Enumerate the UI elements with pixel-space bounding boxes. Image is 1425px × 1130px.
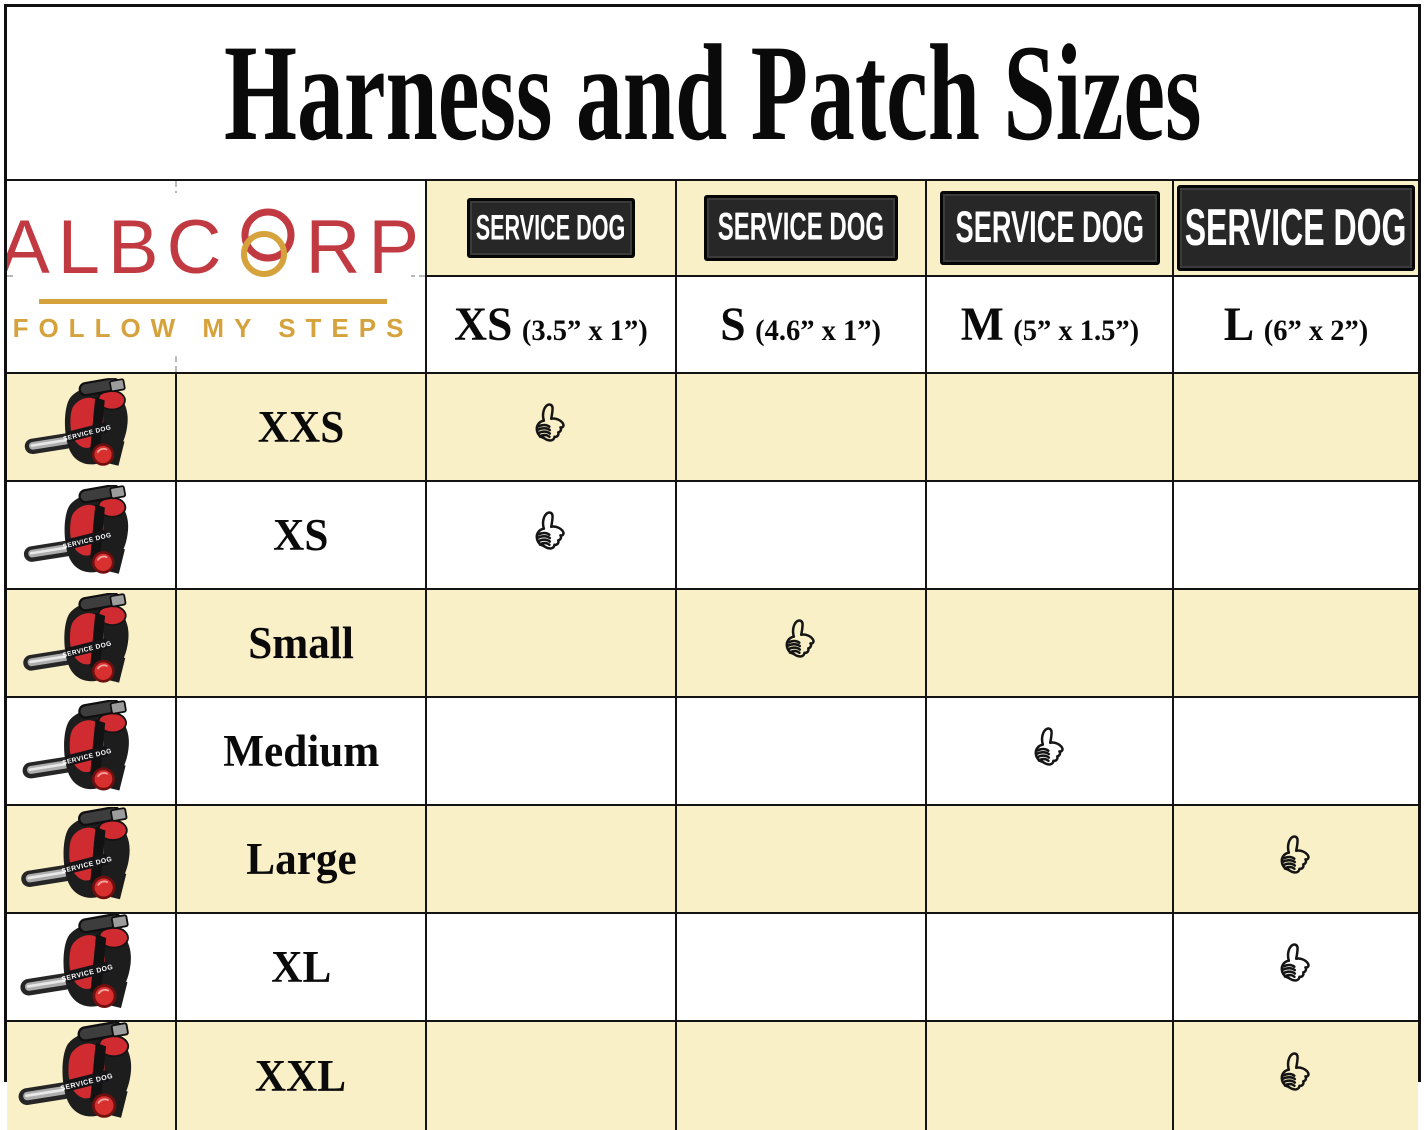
match-cell	[677, 698, 927, 806]
patch-size-letter: XS	[454, 298, 513, 351]
match-cell	[677, 914, 927, 1022]
harness-size-label: XXS	[177, 374, 427, 482]
match-cell	[927, 698, 1174, 806]
patch-size-letter: S	[720, 298, 747, 351]
harness-size-label: XL	[177, 914, 427, 1022]
patch-dimensions: (3.5” x 1”)	[521, 314, 648, 347]
outer-frame: Harness and Patch Sizes ALBC RP	[4, 4, 1421, 1130]
patch-dimensions: (4.6” x 1”)	[755, 314, 882, 347]
patch-text: SERVICE DOG	[717, 205, 885, 249]
thumbs-up-icon	[778, 615, 824, 663]
brand-suffix: RP	[305, 205, 427, 290]
thumbs-up-icon	[1027, 723, 1073, 771]
service-dog-patch-s: SERVICE DOG	[704, 195, 898, 261]
match-cell	[927, 914, 1174, 1022]
patch-photo-l: SERVICE DOG	[1174, 181, 1418, 277]
title-bar: Harness and Patch Sizes	[7, 7, 1418, 179]
match-cell	[427, 698, 677, 806]
match-cell	[1174, 1022, 1418, 1130]
thumbs-up-icon	[1273, 939, 1319, 987]
logo-cell: ALBC RP FOLLOW MY STEPS	[7, 181, 427, 374]
match-cell	[427, 1022, 677, 1130]
harness-photo	[7, 374, 177, 482]
match-cell	[1174, 698, 1418, 806]
match-cell	[677, 1022, 927, 1130]
service-dog-patch-m: SERVICE DOG	[939, 191, 1160, 265]
albcorp-logo: ALBC RP FOLLOW MY STEPS	[7, 193, 419, 354]
patch-dimensions: (5” x 1.5”)	[1012, 314, 1139, 347]
harness-size-label: Medium	[177, 698, 427, 806]
match-cell	[427, 806, 677, 914]
patch-text: SERVICE DOG	[476, 207, 626, 247]
size-table: ALBC RP FOLLOW MY STEPS SERVICE DOG SER	[7, 179, 1418, 1130]
match-cell	[1174, 482, 1418, 590]
match-cell	[427, 914, 677, 1022]
harness-photo	[7, 698, 177, 806]
patch-size-header-l: L (6” x 2”)	[1174, 277, 1418, 374]
thumbs-up-icon	[1273, 1048, 1319, 1096]
patch-size-header-m: M (5” x 1.5”)	[927, 277, 1174, 374]
match-cell	[1174, 590, 1418, 698]
harness-size-label: XS	[177, 482, 427, 590]
page-title: Harness and Patch Sizes	[223, 16, 1202, 169]
harness-size-label: Large	[177, 806, 427, 914]
harness-photo	[7, 914, 177, 1022]
patch-dimensions: (6” x 2”)	[1263, 314, 1369, 347]
thumbs-up-icon	[1273, 831, 1319, 879]
match-cell	[677, 590, 927, 698]
service-dog-patch-l: SERVICE DOG	[1177, 185, 1415, 271]
service-dog-patch-xs: SERVICE DOG	[467, 198, 635, 258]
patch-text: SERVICE DOG	[1185, 198, 1407, 256]
logo-divider	[38, 299, 388, 304]
match-cell	[427, 482, 677, 590]
harness-photo	[7, 806, 177, 914]
thumbs-up-icon	[528, 399, 574, 447]
match-cell	[927, 1022, 1174, 1130]
patch-photo-xs: SERVICE DOG	[427, 181, 677, 277]
brand-wordmark: ALBC RP	[7, 205, 427, 290]
thumbs-up-icon	[528, 507, 574, 555]
match-cell	[927, 806, 1174, 914]
match-cell	[427, 374, 677, 482]
harness-size-label: Small	[177, 590, 427, 698]
match-cell	[1174, 374, 1418, 482]
match-cell	[1174, 806, 1418, 914]
match-cell	[427, 590, 677, 698]
match-cell	[677, 482, 927, 590]
harness-photo	[7, 1022, 177, 1130]
harness-photo	[7, 590, 177, 698]
brand-prefix: ALBC	[7, 205, 230, 290]
match-cell	[927, 482, 1174, 590]
patch-size-header-s: S (4.6” x 1”)	[677, 277, 927, 374]
harness-photo	[7, 482, 177, 590]
patch-size-letter: L	[1223, 298, 1255, 351]
patch-photo-m: SERVICE DOG	[927, 181, 1174, 277]
patch-text: SERVICE DOG	[955, 202, 1144, 253]
match-cell	[677, 374, 927, 482]
match-cell	[927, 374, 1174, 482]
sizing-infographic: Harness and Patch Sizes ALBC RP	[4, 4, 1421, 1130]
patch-photo-s: SERVICE DOG	[677, 181, 927, 277]
overlapping-rings-icon	[241, 208, 295, 277]
harness-size-label: XXL	[177, 1022, 427, 1130]
match-cell	[927, 590, 1174, 698]
brand-tagline: FOLLOW MY STEPS	[12, 313, 414, 343]
patch-size-header-xs: XS (3.5” x 1”)	[427, 277, 677, 374]
patch-size-letter: M	[960, 298, 1004, 351]
match-cell	[677, 806, 927, 914]
match-cell	[1174, 914, 1418, 1022]
